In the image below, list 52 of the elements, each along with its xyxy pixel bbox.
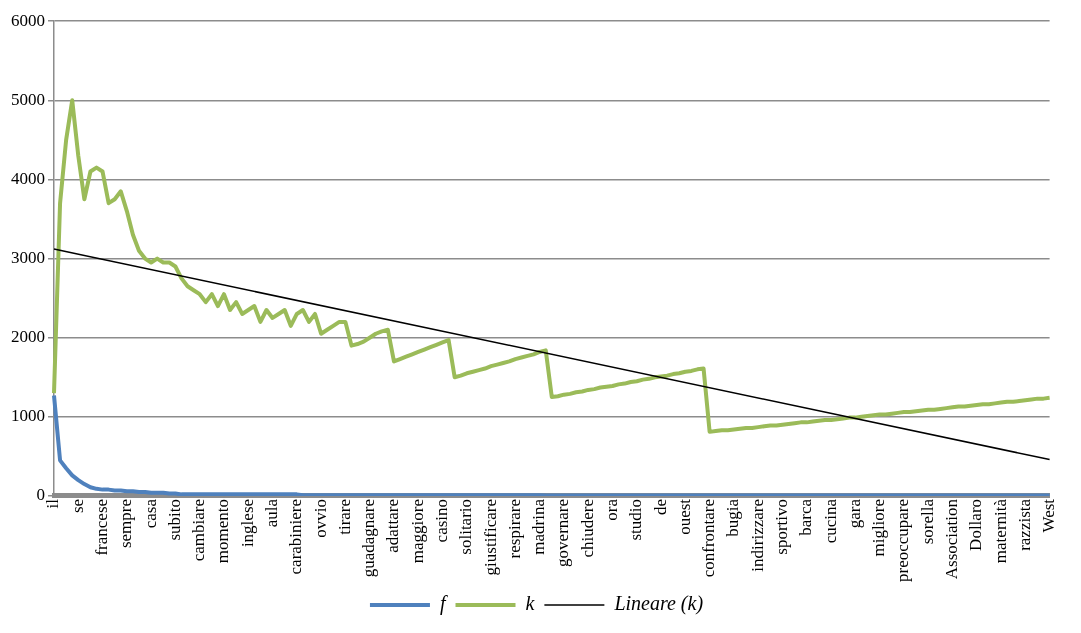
x-tick-label: sportivo (771, 498, 791, 555)
x-tick-label: giustificare (480, 498, 500, 576)
x-tick-label: madrina (529, 498, 549, 555)
x-tick-label: inglese (237, 498, 257, 548)
x-tick-label: il (43, 498, 63, 509)
y-tick-label: 0 (36, 485, 45, 505)
legend-label: Lineare (k) (613, 592, 704, 616)
x-tick-label: guadagnare (359, 498, 379, 578)
x-tick-label: maternità (990, 498, 1010, 564)
y-tick-label: 6000 (11, 10, 45, 30)
x-tick-label: razzista (1014, 498, 1034, 551)
x-tick-label: cambiare (189, 498, 209, 562)
x-tick-label: studio (626, 498, 646, 541)
x-tick-label: bugia (723, 498, 743, 537)
y-tick-label: 2000 (11, 327, 45, 347)
x-tick-label: ouest (674, 498, 694, 535)
x-tick-label: adattare (383, 498, 403, 553)
x-tick-label: chiudere (577, 498, 597, 558)
y-tick-label: 4000 (11, 168, 45, 188)
x-tick-label: sempre (116, 498, 136, 549)
x-tick-label: migliore (869, 498, 889, 557)
x-tick-label: West (1039, 498, 1059, 533)
x-tick-label: indirizzare (747, 498, 767, 572)
x-tick-label: sorella (917, 498, 937, 545)
x-tick-label: governare (553, 498, 573, 567)
x-tick-label: subito (164, 498, 184, 541)
x-tick-label: aula (262, 498, 282, 528)
legend-label: k (525, 592, 536, 615)
x-tick-label: tirare (334, 498, 354, 535)
x-tick-label: confrontare (699, 498, 719, 578)
x-tick-label: ora (601, 498, 621, 521)
x-tick-label: cucina (820, 498, 840, 544)
y-tick-label: 3000 (11, 248, 45, 268)
x-tick-label: ovvio (310, 498, 330, 538)
x-tick-label: barca (796, 498, 816, 536)
y-tick-label: 5000 (11, 89, 45, 109)
x-tick-label: maggiore (407, 498, 427, 564)
x-tick-label: casino (432, 498, 451, 543)
x-tick-label: respirare (504, 498, 524, 559)
x-tick-label: preoccupare (893, 498, 913, 583)
y-tick-label: 1000 (11, 406, 45, 426)
x-tick-label: momento (213, 498, 233, 564)
x-tick-label: carabiniere (286, 498, 306, 575)
x-tick-label: de (650, 498, 670, 515)
x-tick-label: solitario (456, 498, 476, 555)
x-tick-label: francese (92, 498, 112, 556)
x-tick-label: casa (140, 498, 160, 529)
x-tick-label: se (67, 498, 87, 514)
x-tick-label: Dollaro (966, 498, 986, 551)
legend-label: f (439, 592, 448, 616)
x-tick-label: gara (844, 498, 864, 529)
x-tick-label: Association (941, 498, 961, 580)
